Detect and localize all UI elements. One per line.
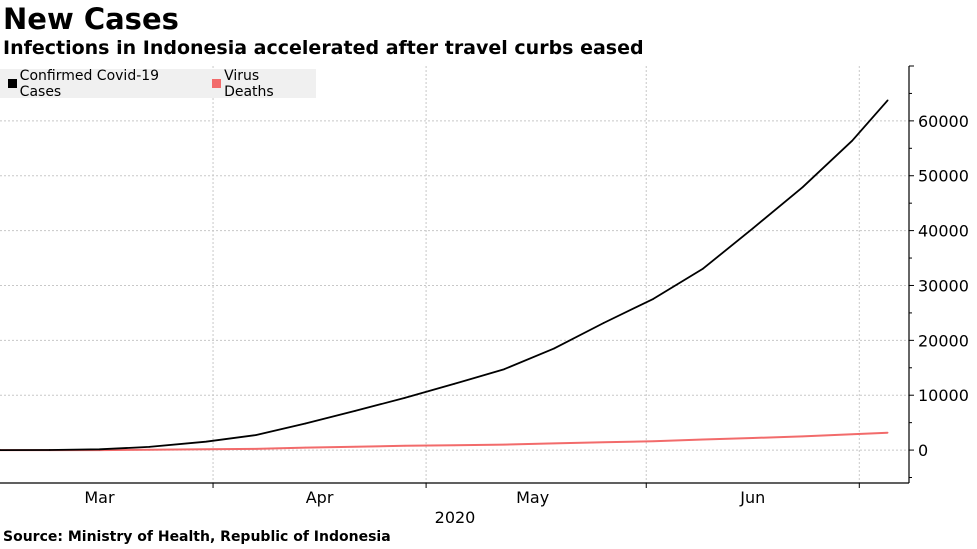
- data-point-deaths: [205, 448, 207, 451]
- legend: Confirmed Covid-19 Cases Virus Deaths: [0, 68, 316, 100]
- y-tick-label: 30000: [918, 276, 969, 295]
- legend-swatch-cases: [8, 79, 17, 88]
- data-point-cases: [503, 368, 506, 370]
- y-tick-label: 50000: [918, 167, 969, 186]
- y-tick-label: 20000: [918, 331, 969, 350]
- data-point-deaths: [403, 445, 406, 447]
- y-tick-label: 60000: [918, 112, 969, 131]
- y-tick-label: 0: [918, 441, 928, 460]
- chart-title: New Cases: [3, 2, 179, 36]
- data-point-cases: [205, 440, 207, 443]
- data-point-cases: [304, 422, 307, 425]
- data-point-deaths: [354, 445, 356, 448]
- data-point-deaths: [453, 444, 456, 447]
- data-point-cases: [702, 267, 704, 270]
- data-point-cases: [602, 322, 605, 324]
- data-point-cases: [553, 347, 555, 350]
- source-note: Source: Ministry of Health, Republic of …: [3, 529, 391, 545]
- data-point-deaths: [503, 443, 506, 446]
- data-point-cases: [48, 449, 51, 451]
- legend-item-cases: Confirmed Covid-19 Cases: [8, 68, 198, 100]
- legend-swatch-deaths: [212, 79, 222, 88]
- data-point-cases: [98, 448, 101, 451]
- y-tick-label: 40000: [918, 222, 969, 241]
- data-point-deaths: [851, 433, 853, 436]
- data-point-cases: [851, 139, 853, 142]
- x-axis-label: 2020: [435, 508, 476, 527]
- data-point-cases: [254, 434, 257, 436]
- data-point-deaths: [304, 446, 307, 449]
- data-point-cases: [652, 298, 655, 300]
- x-tick-label: Jun: [739, 488, 765, 507]
- chart-subtitle: Infections in Indonesia accelerated afte…: [3, 37, 644, 59]
- data-point-cases: [403, 397, 406, 399]
- data-point-deaths: [254, 448, 257, 450]
- data-point-deaths: [801, 435, 804, 438]
- legend-item-deaths: Virus Deaths: [212, 68, 310, 100]
- data-point-deaths: [148, 449, 150, 451]
- data-point-cases: [0, 449, 1, 451]
- data-point-deaths: [652, 440, 655, 443]
- x-tick-label: Mar: [84, 488, 115, 507]
- x-tick-label: May: [516, 488, 549, 507]
- data-point-deaths: [702, 438, 704, 441]
- legend-label-cases: Confirmed Covid-19 Cases: [19, 67, 160, 100]
- data-point-cases: [751, 227, 754, 230]
- data-point-cases: [801, 186, 804, 189]
- data-point-deaths: [602, 441, 605, 444]
- y-tick-label: 10000: [918, 386, 969, 405]
- legend-label-deaths: Virus Deaths: [224, 67, 274, 100]
- data-point-deaths: [886, 431, 889, 434]
- data-point-cases: [354, 410, 356, 412]
- data-point-deaths: [751, 437, 754, 439]
- data-point-cases: [453, 383, 456, 385]
- data-point-cases: [148, 446, 150, 448]
- series-line-cases: [0, 99, 889, 452]
- x-tick-label: Apr: [306, 488, 334, 507]
- data-point-cases: [886, 99, 889, 102]
- data-point-deaths: [553, 442, 555, 445]
